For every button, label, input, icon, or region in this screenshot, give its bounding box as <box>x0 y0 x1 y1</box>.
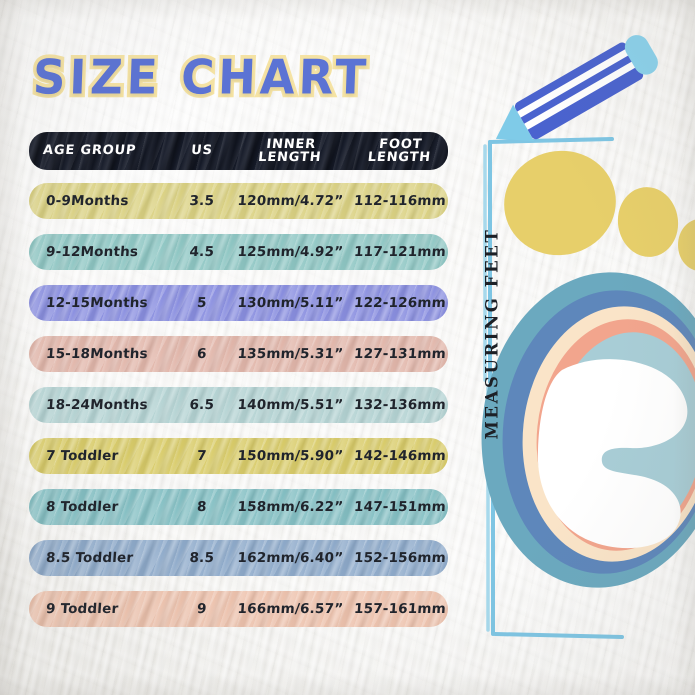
cell-foot-length: 142-146mm <box>353 448 447 464</box>
cell-inner-length: 135mm/5.31” <box>237 346 345 362</box>
table-row: 0-9Months 3.5 120mm/4.72” 112-116mm <box>29 183 448 219</box>
toe-circle-small <box>678 219 695 271</box>
footprint-icon <box>481 272 695 588</box>
cell-inner-length: 140mm/5.51” <box>237 397 345 413</box>
page-title: SIZE CHART <box>28 45 374 108</box>
cell-us-size: 4.5 <box>188 244 215 260</box>
inner-length-line-1: INNER <box>265 136 317 152</box>
table-row: 9 Toddler 9 166mm/6.57” 157-161mm <box>29 591 448 627</box>
table-header-row: AGE GROUP US INNER LENGTH FOOT LENGTH <box>29 132 448 170</box>
cell-us-size: 5 <box>196 295 207 311</box>
cell-us-size: 8 <box>196 499 207 515</box>
table-row: 8 Toddler 8 158mm/6.22” 147-151mm <box>29 489 448 525</box>
cell-inner-length: 166mm/6.57” <box>237 601 345 617</box>
table-row: 9-12Months 4.5 125mm/4.92” 117-121mm <box>29 234 448 270</box>
table-row: 8.5 Toddler 8.5 162mm/6.40” 152-156mm <box>29 540 448 576</box>
cell-foot-length: 132-136mm <box>353 397 447 413</box>
cell-us-size: 3.5 <box>188 193 215 209</box>
cell-us-size: 8.5 <box>188 550 215 566</box>
cell-age-group: 9 Toddler <box>45 601 119 617</box>
column-header-foot-length: FOOT LENGTH <box>351 136 448 165</box>
cell-inner-length: 162mm/6.40” <box>237 550 345 566</box>
cell-inner-length: 130mm/5.11” <box>237 295 345 311</box>
cell-age-group: 8.5 Toddler <box>45 550 134 566</box>
table-row: 12-15Months 5 130mm/5.11” 122-126mm <box>29 285 448 321</box>
cell-foot-length: 157-161mm <box>353 601 447 617</box>
cell-age-group: 18-24Months <box>45 397 149 413</box>
foot-length-line-1: FOOT <box>378 136 424 152</box>
size-chart-table: AGE GROUP US INNER LENGTH FOOT LENGTH 0-… <box>29 132 448 642</box>
pencil-icon <box>495 35 658 142</box>
foot-length-line-2: LENGTH <box>366 150 432 165</box>
table-row: 18-24Months 6.5 140mm/5.51” 132-136mm <box>29 387 448 423</box>
inner-length-line-2: LENGTH <box>257 150 323 165</box>
cell-us-size: 9 <box>196 601 207 617</box>
toe-circle-medium <box>617 187 679 257</box>
column-header-age-group: AGE GROUP <box>42 143 137 159</box>
foot-sole-shape <box>537 359 688 549</box>
cell-age-group: 15-18Months <box>45 346 149 362</box>
cell-us-size: 6 <box>196 346 207 362</box>
measuring-feet-illustration: MEASURING FEET <box>452 30 695 670</box>
cell-age-group: 12-15Months <box>45 295 149 311</box>
table-row: 7 Toddler 7 150mm/5.90” 142-146mm <box>29 438 448 474</box>
cell-inner-length: 125mm/4.92” <box>237 244 345 260</box>
cell-us-size: 6.5 <box>188 397 215 413</box>
cell-inner-length: 150mm/5.90” <box>237 448 345 464</box>
cell-age-group: 9-12Months <box>45 244 139 260</box>
cell-inner-length: 120mm/4.72” <box>237 193 345 209</box>
cell-age-group: 8 Toddler <box>45 499 119 515</box>
cell-foot-length: 122-126mm <box>353 295 447 311</box>
cell-us-size: 7 <box>196 448 207 464</box>
toe-circle-large <box>504 150 616 256</box>
cell-foot-length: 117-121mm <box>353 244 447 260</box>
cell-foot-length: 147-151mm <box>353 499 447 515</box>
cell-inner-length: 158mm/6.22” <box>237 499 345 515</box>
cell-foot-length: 152-156mm <box>353 550 447 566</box>
cell-foot-length: 112-116mm <box>353 193 447 209</box>
cell-foot-length: 127-131mm <box>353 346 447 362</box>
column-header-inner-length: INNER LENGTH <box>228 136 354 165</box>
cell-age-group: 0-9Months <box>45 193 130 209</box>
table-row: 15-18Months 6 135mm/5.31” 127-131mm <box>29 336 448 372</box>
table-body: 0-9Months 3.5 120mm/4.72” 112-116mm 9-12Mont… <box>29 183 448 627</box>
measuring-feet-label: MEASURING FEET <box>482 227 502 440</box>
cell-age-group: 7 Toddler <box>45 448 119 464</box>
illustration-svg <box>481 35 695 639</box>
column-header-us: US <box>189 143 213 159</box>
